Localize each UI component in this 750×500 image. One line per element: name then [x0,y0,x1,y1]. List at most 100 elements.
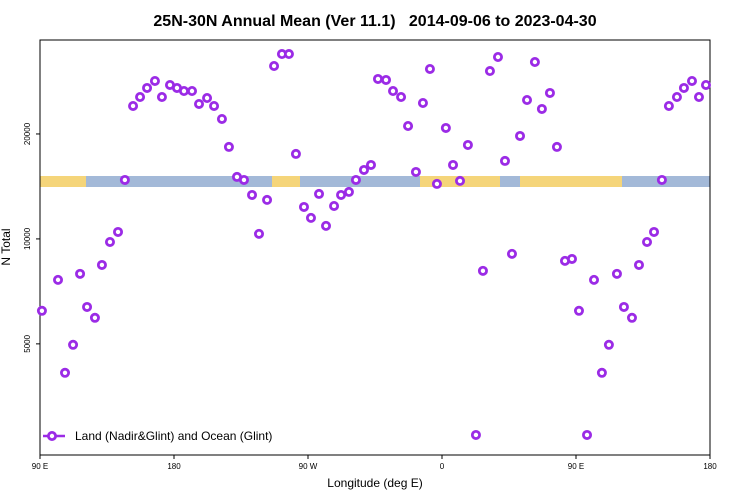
data-point [68,339,79,350]
y-tick-label: 5000 [23,334,32,352]
land-band [40,176,86,187]
data-point [499,155,510,166]
data-point [254,228,265,239]
data-point [262,194,273,205]
data-point [477,265,488,276]
data-point [156,92,167,103]
y-tick-label: 20000 [23,122,32,145]
data-point [135,92,146,103]
data-point [417,97,428,108]
data-point [305,212,316,223]
data-point [36,305,47,316]
data-point [506,248,517,259]
data-point [410,166,421,177]
data-point [589,274,600,285]
data-point [663,100,674,111]
data-point [82,301,93,312]
data-point [194,98,205,109]
data-point [238,174,249,185]
data-point [462,139,473,150]
chart-title: 25N-30N Annual Mean (Ver 11.1) 2014-09-0… [153,13,596,30]
data-point [223,141,234,152]
land-ocean-strip [40,176,710,187]
data-point [53,274,64,285]
data-point [566,253,577,264]
data-point [700,79,711,90]
data-point [381,74,392,85]
x-tick-label: 90 E [568,462,584,471]
plot-frame [39,39,711,456]
data-point [611,268,622,279]
data-point [582,429,593,440]
data-point [522,94,533,105]
data-point [626,312,637,323]
x-tick-label: 180 [703,462,717,471]
data-point [290,148,301,159]
data-point [529,56,540,67]
data-point [89,312,100,323]
data-point [573,305,584,316]
data-point [492,51,503,62]
data-point [372,73,383,84]
data-point [642,236,653,247]
x-tick-label: 0 [440,462,445,471]
data-point [618,301,629,312]
data-point [515,130,526,141]
data-point [484,66,495,77]
data-point [149,75,160,86]
data-point [187,86,198,97]
legend-label: Land (Nadir&Glint) and Ocean (Glint) [75,429,272,443]
data-point [603,339,614,350]
data-point [209,100,220,111]
data-point [269,61,280,72]
x-tick-label: 180 [167,462,181,471]
data-point [113,226,124,237]
data-point [693,92,704,103]
data-point [283,49,294,60]
data-point [544,87,555,98]
data-point [216,113,227,124]
data-point [388,86,399,97]
legend-marker [47,430,58,441]
data-point [431,178,442,189]
data-point [314,188,325,199]
data-point [321,220,332,231]
y-tick-label: 10000 [23,227,32,250]
data-point [142,82,153,93]
data-point [448,159,459,170]
data-point [247,189,258,200]
data-point [596,367,607,378]
x-tick-label: 90 E [32,462,48,471]
data-point [424,63,435,74]
data-point [536,103,547,114]
data-point [350,174,361,185]
data-point [551,141,562,152]
data-point [365,159,376,170]
land-band [272,176,300,187]
data-point [119,174,130,185]
data-point [455,175,466,186]
data-point [202,93,213,104]
land-band [520,176,622,187]
x-tick-label: 90 W [299,462,318,471]
legend: Land (Nadir&Glint) and Ocean (Glint) [43,429,272,443]
x-axis-label: Longitude (deg E) [327,476,422,490]
data-point [403,121,414,132]
data-point [128,100,139,111]
ocean-band [40,176,710,187]
data-point [440,122,451,133]
data-point [336,189,347,200]
data-point [358,164,369,175]
y-axis-label: N Total [0,228,13,265]
data-point [178,86,189,97]
data-point [686,75,697,86]
data-point [656,174,667,185]
data-point [329,200,340,211]
data-point [649,226,660,237]
data-point [633,259,644,270]
data-point [96,259,107,270]
data-point [298,201,309,212]
data-point [75,268,86,279]
data-point [104,236,115,247]
